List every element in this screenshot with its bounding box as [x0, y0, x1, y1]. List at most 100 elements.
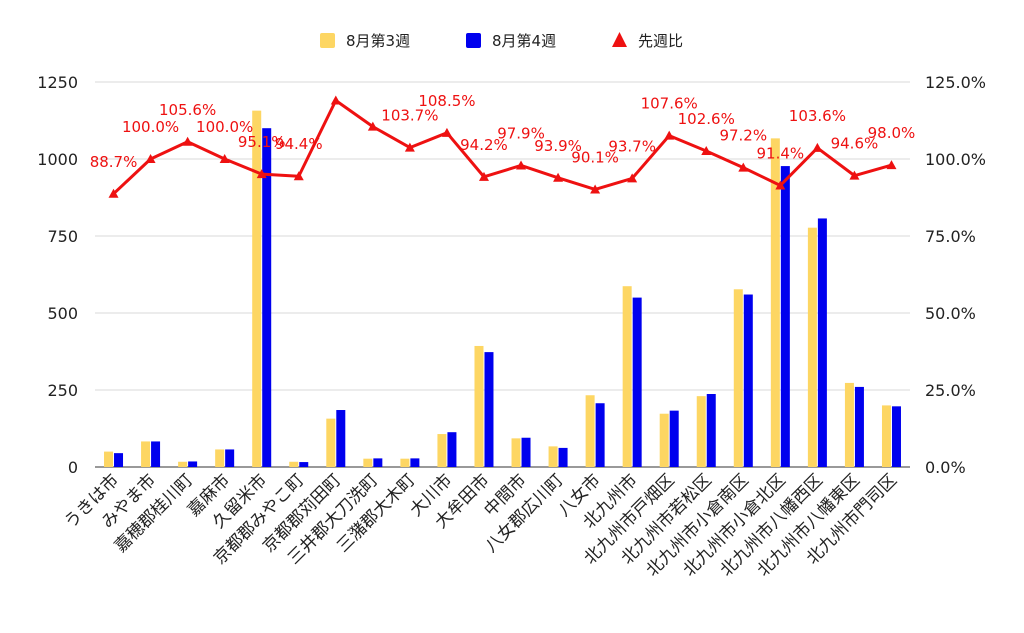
- bar: [474, 345, 484, 467]
- legend-label: 8月第4週: [492, 32, 556, 50]
- y-right-tick-label: 100.0%: [925, 150, 986, 169]
- legend: 8月第3週 8月第4週 先週比: [320, 32, 683, 50]
- bar: [854, 386, 864, 467]
- legend-swatch: [466, 33, 481, 48]
- data-label: 88.7%: [90, 153, 138, 171]
- bar: [188, 461, 198, 467]
- ratio-point: [886, 160, 897, 170]
- ratio-point: [478, 171, 489, 181]
- ratio-point: [664, 130, 675, 140]
- bar: [659, 413, 669, 467]
- bar: [558, 447, 568, 467]
- data-label: 107.6%: [641, 95, 698, 113]
- ratio-point: [516, 160, 527, 170]
- data-label: 100.0%: [122, 118, 179, 136]
- ratio-point: [108, 188, 119, 198]
- ratio-point: [367, 121, 378, 131]
- bar: [696, 396, 706, 467]
- data-label: 105.6%: [159, 101, 216, 119]
- ratio-point: [738, 162, 749, 172]
- bar: [400, 458, 410, 467]
- ratio-point: [219, 154, 230, 163]
- data-label: 94.4%: [275, 135, 323, 153]
- legend-swatch: [612, 32, 627, 47]
- bar: [548, 446, 558, 467]
- ratio-point: [145, 154, 156, 163]
- bars: [104, 110, 901, 468]
- data-label: 98.0%: [868, 124, 916, 142]
- bar: [484, 352, 494, 467]
- data-label: 94.6%: [831, 135, 879, 153]
- bar: [622, 286, 632, 467]
- ratio-point: [404, 142, 415, 152]
- bar: [410, 458, 420, 467]
- bar: [215, 449, 225, 467]
- bar: [373, 458, 383, 467]
- bar: [114, 453, 124, 467]
- bar: [817, 218, 827, 467]
- legend-swatch: [320, 33, 335, 48]
- bar: [706, 394, 716, 467]
- data-label: 90.1%: [571, 148, 619, 166]
- ratio-point: [590, 184, 601, 194]
- data-label: 108.5%: [418, 92, 475, 110]
- data-label: 91.4%: [757, 144, 805, 162]
- data-label: 103.7%: [381, 107, 438, 125]
- bar: [780, 166, 790, 468]
- bar: [891, 406, 901, 467]
- data-label: 97.2%: [719, 127, 767, 145]
- ratio-line: 88.7%100.0%105.6%100.0%95.1%94.4%103.7%1…: [90, 92, 916, 198]
- bar: [595, 403, 605, 467]
- bar: [151, 441, 161, 467]
- x-axis-categories: うきは市みやま市嘉穂郡桂川町嘉麻市久留米市京都郡みやこ町京都郡苅田町三井郡大刀洗…: [61, 470, 901, 580]
- bar: [336, 410, 346, 467]
- bar: [178, 461, 188, 467]
- bar: [807, 227, 817, 467]
- y-left-tick-label: 0: [68, 458, 78, 477]
- y-left-tick-label: 1000: [37, 150, 78, 169]
- y-right-tick-label: 75.0%: [925, 227, 976, 246]
- y-left-tick-label: 1250: [37, 73, 78, 92]
- bar: [252, 110, 262, 468]
- ratio-point: [182, 136, 193, 146]
- y-axis-left: 0 250 500 750 1000 1250: [37, 73, 78, 477]
- bar: [511, 438, 521, 467]
- data-label: 94.2%: [460, 136, 508, 154]
- y-right-tick-label: 25.0%: [925, 381, 976, 400]
- ratio-point: [293, 171, 304, 181]
- bar: [844, 382, 854, 467]
- y-left-tick-label: 750: [47, 227, 78, 246]
- bar: [225, 449, 235, 467]
- bar: [437, 434, 447, 467]
- ratio-point: [627, 173, 638, 183]
- bar: [881, 405, 891, 467]
- legend-label: 先週比: [638, 32, 683, 50]
- ratio-point: [441, 127, 452, 137]
- bar: [585, 395, 595, 467]
- ratio-point: [256, 169, 267, 179]
- y-left-tick-label: 250: [47, 381, 78, 400]
- data-label: 95.1%: [238, 133, 286, 151]
- bar: [632, 297, 642, 467]
- bar: [770, 138, 780, 467]
- data-label: 100.0%: [196, 118, 253, 136]
- bar: [363, 458, 373, 467]
- bar: [733, 289, 743, 467]
- y-right-tick-label: 125.0%: [925, 73, 986, 92]
- ratio-series-line: [112, 98, 892, 195]
- y-left-tick-label: 500: [47, 304, 78, 323]
- ratio-point: [330, 95, 341, 105]
- bar: [669, 410, 679, 467]
- bar: [289, 461, 299, 467]
- data-label: 97.9%: [497, 124, 545, 142]
- data-label: 103.6%: [789, 107, 846, 125]
- y-right-tick-label: 0.0%: [925, 458, 966, 477]
- bar: [326, 418, 336, 467]
- bar: [104, 451, 114, 467]
- y-right-tick-label: 50.0%: [925, 304, 976, 323]
- legend-label: 8月第3週: [346, 32, 410, 50]
- data-label: 93.9%: [534, 137, 582, 155]
- ratio-point: [775, 180, 786, 190]
- bar: [262, 128, 272, 467]
